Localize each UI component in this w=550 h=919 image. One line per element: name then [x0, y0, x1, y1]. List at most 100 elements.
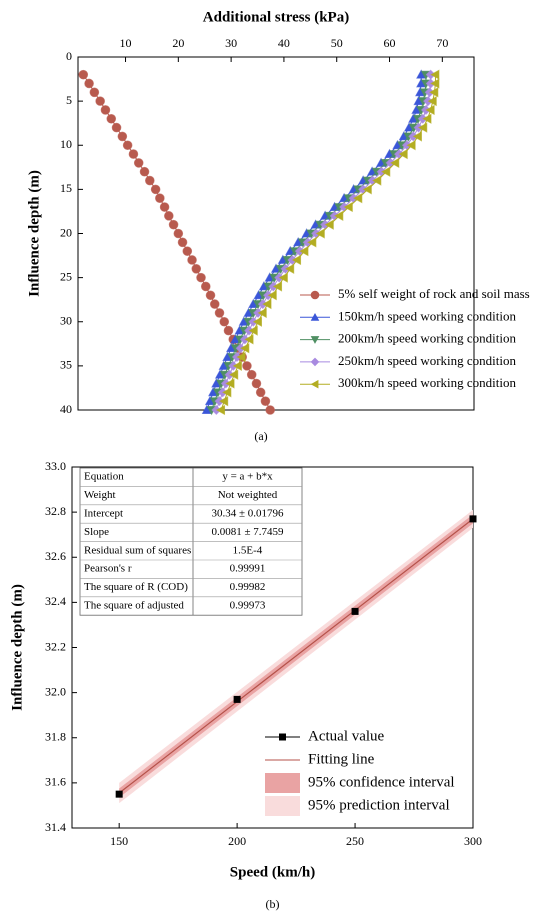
y-tick-label: 31.4	[45, 820, 66, 834]
x-tick-label: 20	[172, 36, 184, 50]
table-value: 0.0081 ± 7.7459	[211, 526, 284, 538]
table-value: 0.99982	[230, 581, 266, 593]
legend-marker	[310, 379, 319, 389]
table-key: Equation	[84, 471, 124, 483]
data-point	[351, 607, 359, 615]
data-point	[372, 175, 382, 186]
y-tick-label: 32.0	[45, 684, 66, 698]
y-tick-label: 32.8	[45, 504, 66, 518]
x-tick-label: 150	[110, 834, 128, 848]
data-point	[177, 237, 188, 248]
data-point	[240, 343, 250, 354]
x-tick-label: 40	[278, 36, 290, 50]
data-point	[200, 281, 211, 292]
data-point	[262, 298, 272, 310]
data-point	[406, 140, 416, 151]
legend-label: 150km/h speed working condition	[338, 308, 517, 323]
x-tick-label: 60	[384, 36, 396, 50]
data-point	[228, 369, 239, 380]
y-tick-label: 32.2	[45, 639, 66, 653]
data-point	[214, 308, 225, 318]
data-point	[244, 334, 254, 345]
data-point	[225, 378, 235, 389]
data-point	[278, 272, 288, 283]
data-point	[389, 157, 400, 169]
data-point	[257, 307, 267, 319]
data-point	[246, 369, 257, 380]
x-tick-label: 300	[464, 834, 482, 848]
data-point	[272, 281, 283, 292]
table-value: 1.5E-4	[233, 544, 263, 556]
data-point	[218, 396, 229, 407]
table-value: y = a + b*x	[222, 471, 273, 483]
legend-marker	[310, 313, 320, 321]
x-tick-label: 30	[225, 36, 237, 50]
data-point	[362, 184, 372, 195]
y-tick-label: 30	[60, 314, 72, 328]
x-tick-label: 250	[346, 834, 364, 848]
data-point	[150, 184, 161, 195]
data-point	[307, 237, 317, 248]
x-axis-label: Additional stress (kPa)	[203, 9, 349, 25]
y-tick-label: 35	[60, 358, 72, 372]
legend-label: Fitting line	[308, 751, 375, 767]
data-point	[215, 404, 226, 416]
legend-marker	[310, 290, 320, 300]
data-point	[265, 405, 275, 415]
y-axis-label: Influence depth (m)	[9, 584, 25, 711]
table-value: Not weighted	[218, 489, 278, 501]
y-tick-label: 32.4	[45, 594, 66, 608]
y-axis-label: Influence depth (m)	[26, 170, 42, 297]
data-point	[315, 228, 325, 239]
data-point	[242, 361, 252, 371]
data-point	[398, 148, 408, 160]
y-tick-label: 31.6	[45, 775, 66, 789]
legend-label: 95% prediction interval	[308, 797, 450, 813]
data-point	[159, 202, 170, 212]
data-point	[111, 122, 122, 133]
data-point	[173, 228, 184, 239]
x-axis-label: Speed (km/h)	[230, 864, 315, 880]
data-point	[78, 69, 89, 80]
data-point	[115, 790, 123, 798]
data-point	[233, 695, 241, 703]
data-point	[122, 140, 133, 151]
table-key: Intercept	[84, 508, 123, 520]
data-point	[128, 149, 139, 159]
data-point	[291, 254, 302, 266]
legend-label: 200km/h speed working condition	[338, 331, 517, 346]
data-point	[209, 299, 220, 309]
data-point	[168, 219, 179, 230]
data-point	[267, 290, 277, 301]
legend-marker	[310, 357, 320, 367]
legend-label: Actual value	[308, 728, 385, 744]
y-tick-label: 40	[60, 402, 72, 416]
stats-table: Equation y = a + b*x Weight Not weighted Int…	[79, 467, 303, 616]
y-tick-label: 20	[60, 225, 72, 239]
fit-line	[118, 518, 474, 794]
table-key: Slope	[84, 526, 109, 538]
data-point	[412, 131, 422, 142]
data-point	[299, 246, 309, 257]
legend-marker	[310, 336, 320, 344]
legend-label: 250km/h speed working condition	[338, 353, 517, 368]
caption: (a)	[254, 429, 267, 443]
table-key: Residual sum of squares	[84, 544, 191, 556]
data-point	[187, 255, 197, 265]
data-point	[429, 87, 439, 98]
caption: (b)	[266, 897, 280, 911]
data-point	[106, 113, 117, 124]
data-point	[255, 387, 266, 398]
legend-swatch	[265, 796, 300, 816]
data-point	[248, 325, 258, 336]
y-tick-label: 10	[60, 137, 72, 151]
legend-label: 300km/h speed working condition	[338, 375, 517, 390]
data-point	[222, 387, 232, 398]
data-point	[223, 325, 234, 336]
data-point	[284, 263, 295, 274]
data-point	[469, 515, 477, 523]
data-point	[100, 105, 111, 115]
legend-marker	[279, 733, 286, 741]
y-tick-label: 31.8	[45, 730, 66, 744]
